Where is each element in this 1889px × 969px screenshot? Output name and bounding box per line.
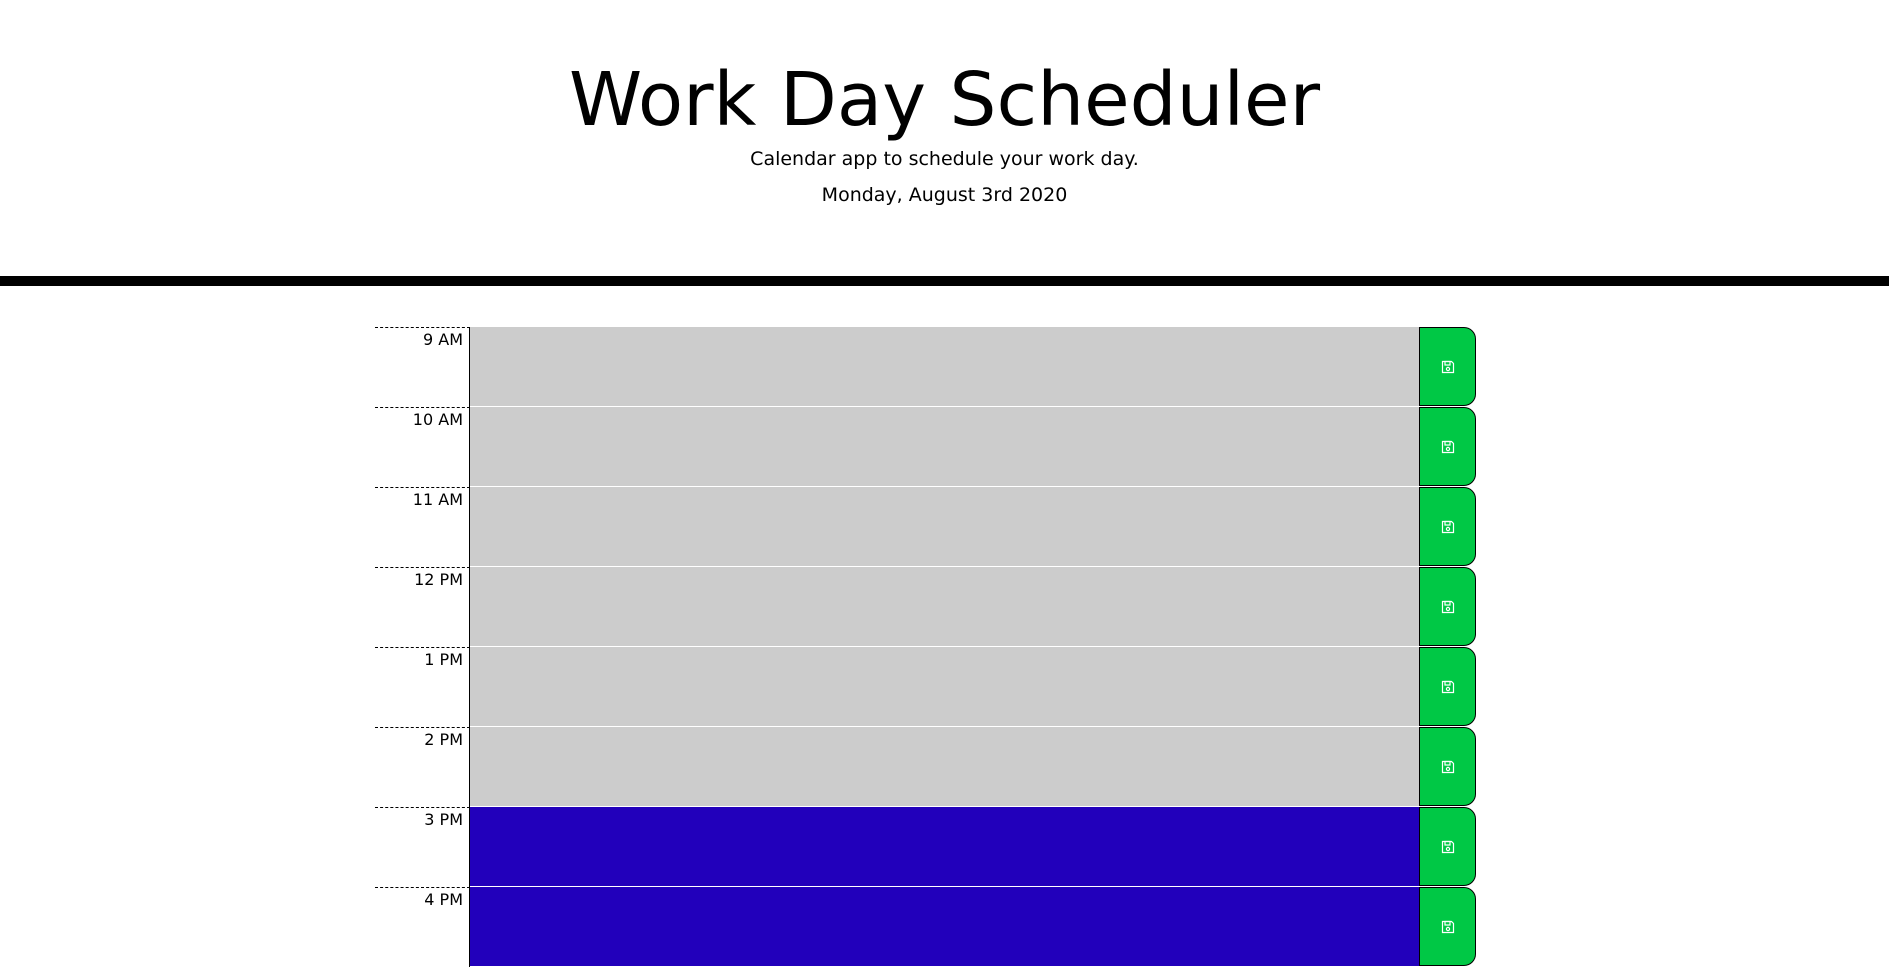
page-subtitle: Calendar app to schedule your work day. bbox=[750, 148, 1139, 170]
floppy-disk-icon bbox=[1441, 680, 1455, 694]
save-button[interactable] bbox=[1419, 327, 1476, 406]
event-description-input[interactable] bbox=[470, 407, 1419, 487]
save-button[interactable] bbox=[1419, 727, 1476, 806]
event-description-input[interactable] bbox=[470, 567, 1419, 647]
floppy-disk-icon bbox=[1441, 920, 1455, 934]
time-block: 12 PM bbox=[375, 567, 1476, 647]
page-title: Work Day Scheduler bbox=[568, 57, 1321, 143]
event-description-input[interactable] bbox=[470, 647, 1419, 727]
time-block: 2 PM bbox=[375, 727, 1476, 807]
floppy-disk-icon bbox=[1441, 840, 1455, 854]
schedule-container: 9 AM 10 AM 11 AM 12 PM 1 PM 2 PM 3 PM 4 … bbox=[375, 327, 1476, 967]
hour-label: 2 PM bbox=[375, 727, 470, 807]
event-description-input[interactable] bbox=[470, 887, 1419, 967]
time-block: 11 AM bbox=[375, 487, 1476, 567]
save-button[interactable] bbox=[1419, 487, 1476, 566]
event-description-input[interactable] bbox=[470, 807, 1419, 887]
time-block: 4 PM bbox=[375, 887, 1476, 967]
floppy-disk-icon bbox=[1441, 360, 1455, 374]
event-description-input[interactable] bbox=[470, 487, 1419, 567]
floppy-disk-icon bbox=[1441, 760, 1455, 774]
hour-label: 10 AM bbox=[375, 407, 470, 487]
time-block: 1 PM bbox=[375, 647, 1476, 727]
floppy-disk-icon bbox=[1441, 520, 1455, 534]
floppy-disk-icon bbox=[1441, 440, 1455, 454]
save-button[interactable] bbox=[1419, 567, 1476, 646]
current-date: Monday, August 3rd 2020 bbox=[821, 184, 1068, 206]
save-button[interactable] bbox=[1419, 647, 1476, 726]
save-button[interactable] bbox=[1419, 407, 1476, 486]
event-description-input[interactable] bbox=[470, 327, 1419, 407]
hour-label: 4 PM bbox=[375, 887, 470, 967]
hour-label: 1 PM bbox=[375, 647, 470, 727]
floppy-disk-icon bbox=[1441, 600, 1455, 614]
header: Work Day Scheduler Calendar app to sched… bbox=[0, 0, 1889, 286]
save-button[interactable] bbox=[1419, 887, 1476, 966]
save-button[interactable] bbox=[1419, 807, 1476, 886]
hour-label: 9 AM bbox=[375, 327, 470, 407]
hour-label: 11 AM bbox=[375, 487, 470, 567]
event-description-input[interactable] bbox=[470, 727, 1419, 807]
time-block: 3 PM bbox=[375, 807, 1476, 887]
time-block: 9 AM bbox=[375, 327, 1476, 407]
time-block: 10 AM bbox=[375, 407, 1476, 487]
hour-label: 3 PM bbox=[375, 807, 470, 887]
hour-label: 12 PM bbox=[375, 567, 470, 647]
